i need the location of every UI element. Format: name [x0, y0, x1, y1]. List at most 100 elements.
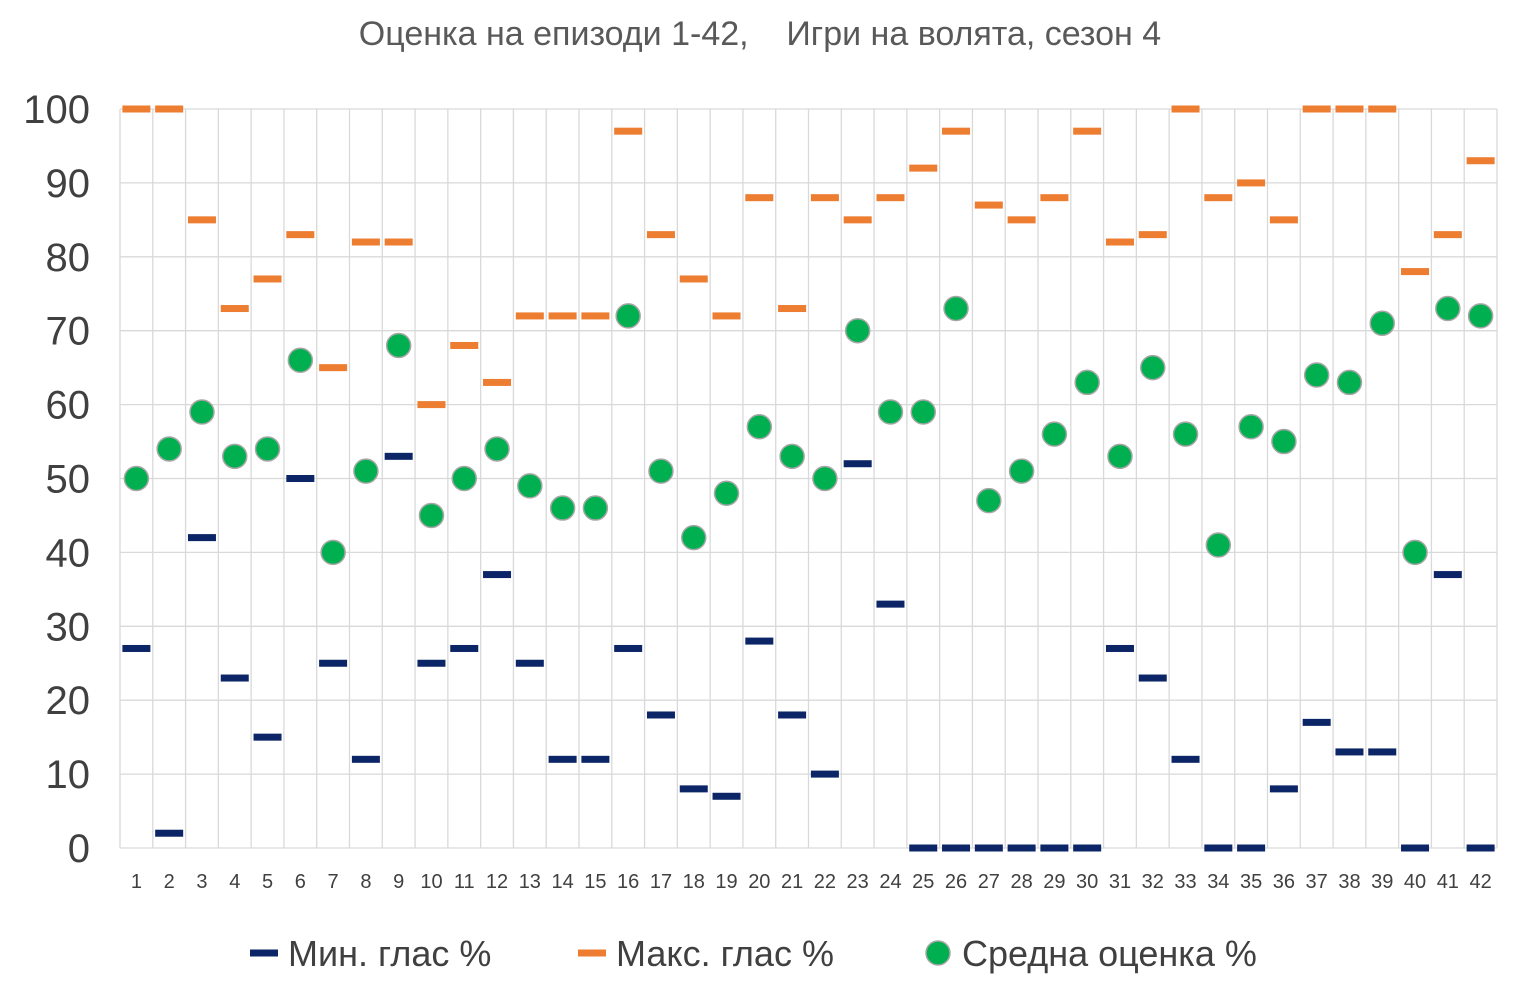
average-score-point — [910, 399, 936, 425]
average-score-point — [746, 414, 773, 440]
max-vote-mark — [187, 216, 216, 224]
min-vote-mark — [253, 733, 282, 741]
min-vote-mark — [450, 644, 479, 652]
max-vote-mark — [351, 238, 380, 246]
average-score-point — [681, 524, 707, 551]
max-vote-mark — [909, 164, 938, 172]
average-score-point — [418, 502, 445, 529]
average-score-point — [1107, 443, 1133, 470]
min-vote-mark — [1171, 755, 1200, 763]
x-tick-label: 38 — [1338, 871, 1360, 893]
x-tick-label: 25 — [912, 871, 934, 893]
average-score-point — [484, 436, 510, 462]
average-score-point — [1140, 354, 1166, 381]
x-tick-label: 9 — [393, 871, 404, 893]
min-vote-mark — [187, 534, 216, 542]
x-tick-label: 8 — [360, 871, 371, 893]
max-vote-mark — [1466, 157, 1495, 165]
average-score-point — [615, 303, 641, 329]
chart-title: Оценка на епизоди 1-42, Игри на волята, … — [359, 15, 1161, 53]
max-vote-mark — [1105, 238, 1134, 246]
max-vote-mark — [122, 105, 151, 113]
average-score-point — [1074, 369, 1100, 396]
x-tick-label: 17 — [650, 871, 672, 893]
x-tick-label: 32 — [1142, 871, 1164, 893]
max-vote-mark — [1138, 231, 1167, 239]
min-vote-mark — [1237, 844, 1266, 852]
max-vote-mark — [515, 312, 544, 320]
x-tick-label: 34 — [1207, 871, 1229, 893]
max-vote-mark — [581, 312, 610, 320]
x-tick-label: 28 — [1010, 871, 1032, 893]
x-tick-label: 41 — [1437, 871, 1459, 893]
max-vote-mark — [1237, 179, 1266, 187]
average-score-point — [549, 495, 576, 521]
x-tick-label: 39 — [1371, 871, 1393, 893]
average-score-point — [287, 347, 314, 374]
min-vote-mark — [745, 637, 774, 645]
average-score-point — [1008, 458, 1035, 484]
max-vote-mark — [1433, 231, 1462, 239]
average-score-point — [1369, 310, 1395, 337]
min-vote-mark — [1433, 571, 1462, 579]
max-vote-mark — [1073, 127, 1102, 135]
average-score-point — [1271, 428, 1297, 455]
average-score-point — [1041, 421, 1068, 447]
min-vote-mark — [1401, 844, 1430, 852]
average-score-point — [1402, 539, 1428, 566]
min-vote-mark — [712, 792, 741, 800]
average-score-point — [1205, 532, 1232, 558]
y-tick-label: 20 — [46, 679, 91, 723]
max-vote-mark — [778, 305, 807, 313]
x-tick-label: 27 — [978, 871, 1000, 893]
average-score-point — [1467, 303, 1494, 329]
x-tick-label: 22 — [814, 871, 836, 893]
x-tick-label: 10 — [420, 871, 442, 893]
y-tick-label: 30 — [46, 605, 91, 649]
max-vote-mark — [876, 194, 905, 202]
max-vote-mark — [1302, 105, 1331, 113]
series-1 — [122, 452, 1495, 852]
min-vote-mark — [1007, 844, 1036, 852]
average-score-point — [943, 295, 969, 322]
min-vote-mark — [319, 659, 348, 667]
x-tick-label: 33 — [1174, 871, 1196, 893]
y-tick-label: 100 — [23, 88, 90, 132]
plot-area — [122, 105, 1495, 852]
average-score-point — [844, 317, 871, 344]
max-vote-mark — [974, 201, 1003, 209]
min-vote-mark — [351, 755, 380, 763]
legend-label: Макс. глас % — [616, 933, 834, 974]
legend-marker — [578, 949, 606, 957]
x-tick-label: 40 — [1404, 871, 1426, 893]
max-vote-mark — [1335, 105, 1364, 113]
average-score-point — [451, 465, 477, 492]
max-vote-mark — [712, 312, 741, 320]
max-vote-mark — [1368, 105, 1397, 113]
min-vote-mark — [974, 844, 1003, 852]
min-vote-mark — [581, 755, 610, 763]
average-score-point — [713, 480, 740, 507]
min-vote-mark — [614, 644, 643, 652]
y-tick-label: 80 — [46, 236, 91, 280]
max-vote-mark — [1007, 216, 1036, 224]
x-tick-label: 1 — [131, 871, 142, 893]
x-tick-label: 4 — [229, 871, 240, 893]
average-score-point — [320, 539, 346, 566]
average-score-point — [123, 465, 150, 492]
min-vote-mark — [220, 674, 249, 682]
x-tick-label: 5 — [262, 871, 273, 893]
max-vote-mark — [679, 275, 708, 283]
max-vote-mark — [319, 364, 348, 372]
x-tick-label: 3 — [196, 871, 207, 893]
min-vote-mark — [876, 600, 905, 608]
min-vote-mark — [548, 755, 577, 763]
x-tick-label: 30 — [1076, 871, 1098, 893]
legend-label: Средна оценка % — [962, 933, 1257, 974]
min-vote-mark — [286, 475, 315, 482]
average-score-point — [1238, 414, 1264, 440]
y-tick-label: 70 — [46, 310, 91, 354]
y-tick-label: 50 — [46, 458, 91, 502]
max-vote-mark — [843, 216, 872, 224]
gridlines — [119, 108, 1498, 849]
